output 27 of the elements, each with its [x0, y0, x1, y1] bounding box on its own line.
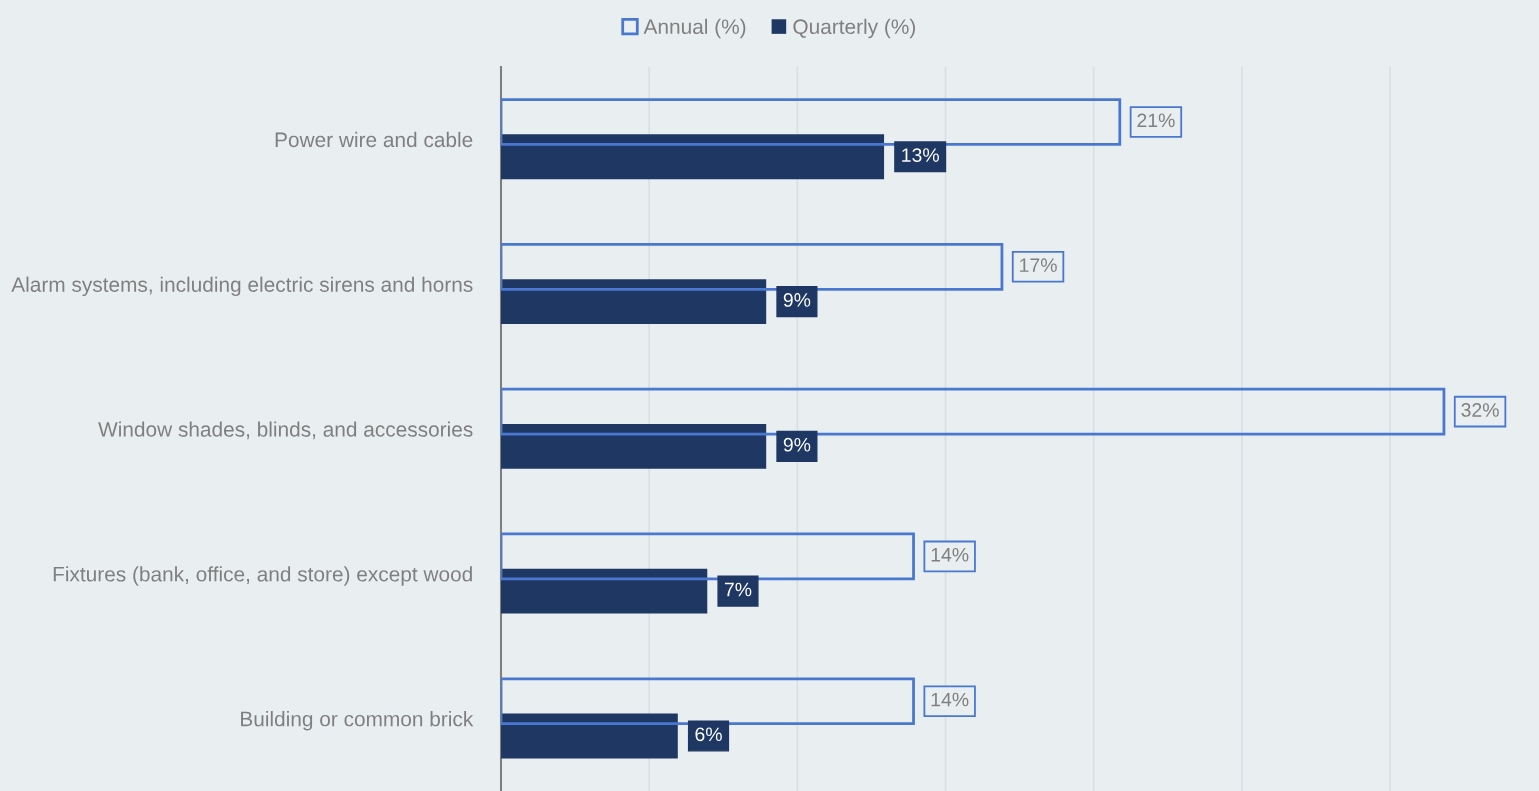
data-label: 7% — [724, 582, 752, 597]
data-label: 13% — [902, 148, 939, 162]
data-label: 9% — [783, 437, 811, 452]
bar — [501, 98, 1122, 146]
data-label: 17% — [1020, 258, 1057, 272]
bar — [501, 279, 767, 325]
y-tick-label: Power wire and cable — [275, 131, 473, 148]
data-label: 14% — [931, 692, 969, 707]
bar — [501, 387, 1446, 436]
bar — [501, 134, 885, 180]
bar — [501, 677, 915, 726]
bar — [501, 242, 1004, 291]
bar — [501, 568, 708, 614]
bar — [501, 423, 767, 469]
data-label: 6% — [695, 727, 722, 742]
data-label: 14% — [931, 547, 969, 562]
bar — [501, 532, 915, 581]
data-label: 9% — [783, 293, 811, 307]
y-tick-label: Window shades, blinds, and accessories — [98, 421, 473, 440]
y-tick-label: Fixtures (bank, office, and store) except wood — [53, 566, 472, 586]
bar — [501, 713, 678, 759]
y-tick-label: Building or common brick — [241, 711, 474, 731]
y-tick-label: Alarm systems, including electric sirens and horns — [11, 276, 473, 297]
legend-label: Annual (%) — [643, 18, 746, 39]
legend-label: Quarterly (%) — [793, 18, 915, 39]
data-label: 32% — [1461, 403, 1499, 417]
data-label: 21% — [1137, 113, 1175, 128]
